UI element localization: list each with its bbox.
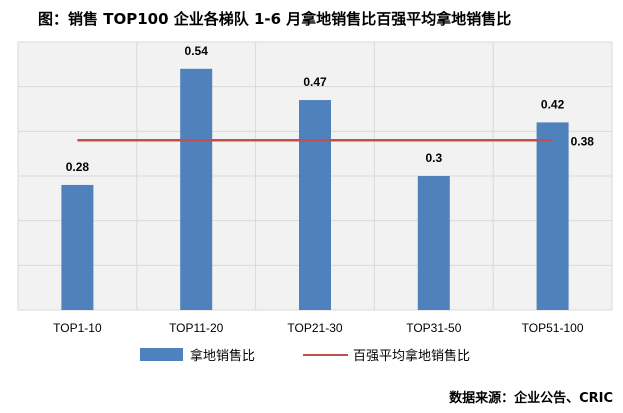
legend-label-bar: 拿地销售比 bbox=[190, 348, 255, 364]
legend-label-line: 百强平均拿地销售比 bbox=[353, 348, 470, 364]
chart-title: 图：销售 TOP100 企业各梯队 1-6 月拿地销售比百强平均拿地销售比 bbox=[38, 10, 512, 28]
data-label-top21-30: 0.47 bbox=[303, 75, 327, 89]
bar-top11-20 bbox=[180, 68, 213, 310]
legend: 拿地销售比 百强平均拿地销售比 bbox=[140, 348, 470, 364]
bar-top1-10 bbox=[61, 184, 94, 310]
data-label-top11-20: 0.54 bbox=[185, 44, 209, 58]
reference-line-label: 0.38 bbox=[571, 134, 595, 148]
x-tick-top21-30: TOP21-30 bbox=[287, 321, 342, 335]
bar-top51-100 bbox=[536, 122, 569, 311]
data-label-top51-100: 0.42 bbox=[541, 97, 565, 111]
bars bbox=[61, 68, 569, 311]
legend-swatch-bar bbox=[140, 348, 183, 361]
source-note: 数据来源：企业公告、CRIC bbox=[449, 391, 613, 406]
reference-line-group: 0.38 bbox=[77, 134, 594, 148]
data-labels: 0.28 0.54 0.47 0.3 0.42 bbox=[66, 44, 565, 174]
x-tick-top11-20: TOP11-20 bbox=[169, 321, 224, 335]
x-tick-top51-100: TOP51-100 bbox=[522, 321, 584, 335]
data-label-top31-50: 0.3 bbox=[425, 151, 442, 165]
bar-top31-50 bbox=[417, 176, 450, 310]
data-label-top1-10: 0.28 bbox=[66, 160, 90, 174]
x-axis-tick-labels: TOP1-10 TOP11-20 TOP21-30 TOP31-50 TOP51-100 bbox=[53, 321, 584, 335]
x-tick-top1-10: TOP1-10 bbox=[53, 321, 102, 335]
bar-top21-30 bbox=[299, 100, 331, 310]
x-tick-top31-50: TOP31-50 bbox=[406, 321, 461, 335]
